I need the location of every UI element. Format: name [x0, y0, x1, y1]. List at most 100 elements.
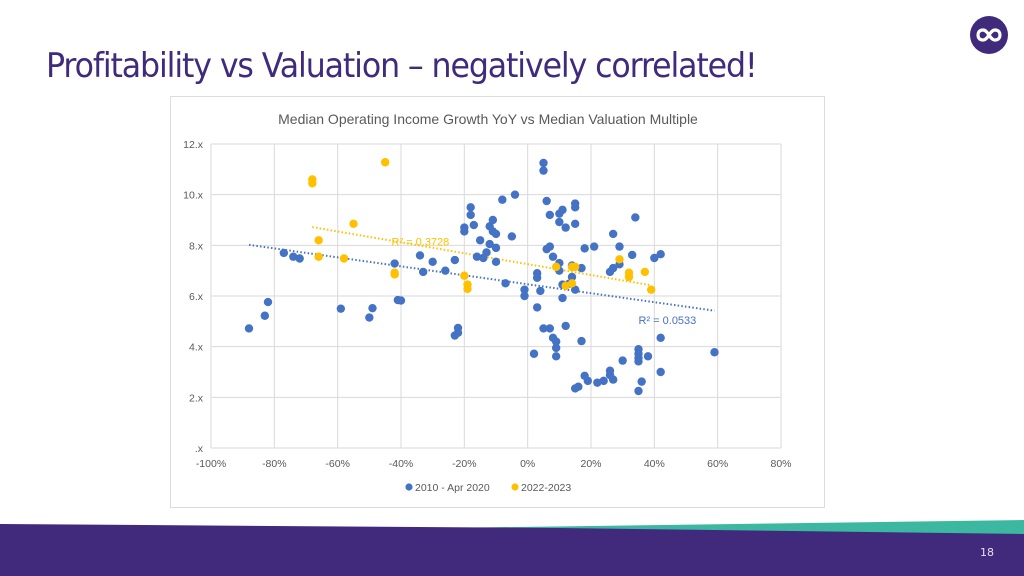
data-point — [390, 259, 399, 268]
data-point — [539, 166, 548, 175]
x-tick-label: -60% — [325, 458, 350, 470]
data-point — [463, 284, 472, 294]
data-point — [643, 352, 653, 361]
data-point — [570, 203, 580, 212]
scatter-chart: Median Operating Income Growth YoY vs Me… — [183, 111, 791, 494]
legend-label: 2010 - Apr 2020 — [415, 482, 490, 494]
data-point — [501, 279, 510, 288]
y-tick-label: 2.x — [189, 392, 204, 404]
data-point — [551, 337, 561, 346]
data-point — [365, 313, 374, 322]
data-point — [593, 378, 602, 387]
data-point — [536, 286, 545, 296]
data-point — [349, 219, 358, 228]
data-point — [634, 386, 643, 396]
data-point — [539, 324, 548, 333]
data-point — [608, 375, 618, 384]
data-point — [510, 190, 520, 199]
data-point — [529, 349, 539, 358]
data-point — [279, 248, 289, 258]
data-point — [460, 223, 469, 232]
data-point — [485, 239, 494, 249]
data-point — [260, 311, 270, 320]
data-point — [491, 243, 501, 253]
data-point — [656, 250, 665, 259]
data-point — [548, 252, 558, 261]
x-tick-label: -20% — [452, 458, 477, 470]
data-point — [710, 348, 719, 357]
chart-title: Median Operating Income Growth YoY vs Me… — [278, 111, 698, 127]
logo — [970, 16, 1008, 54]
data-point — [608, 263, 618, 273]
data-point — [618, 356, 627, 365]
data-point — [498, 195, 507, 204]
x-tick-label: -100% — [196, 458, 226, 470]
data-point — [631, 213, 640, 222]
legend-marker — [511, 483, 519, 491]
x-tick-label: 0% — [520, 458, 535, 470]
y-tick-label: 8.x — [189, 240, 204, 252]
data-point — [656, 333, 665, 342]
y-tick-label: 4.x — [189, 342, 204, 354]
data-point — [441, 266, 450, 275]
data-point — [289, 252, 298, 261]
data-point — [570, 219, 580, 228]
data-point — [539, 158, 548, 168]
data-point — [314, 236, 323, 245]
chart-frame: Median Operating Income Growth YoY vs Me… — [170, 96, 825, 508]
y-tick-label: 6.x — [189, 291, 204, 303]
data-point — [336, 304, 346, 313]
grid — [210, 143, 782, 449]
data-point — [308, 179, 317, 188]
data-point — [263, 297, 273, 307]
data-point — [314, 252, 323, 261]
data-point — [627, 250, 637, 260]
data-point — [650, 253, 659, 263]
slide-title: Profitability vs Valuation – negatively … — [46, 46, 758, 86]
data-point — [551, 343, 561, 353]
data-point — [339, 254, 349, 263]
data-point — [567, 279, 577, 288]
data-point — [460, 271, 469, 280]
data-point — [380, 158, 390, 167]
data-point — [545, 242, 555, 251]
data-point — [558, 293, 567, 303]
data-point — [646, 285, 656, 294]
data-point — [542, 196, 551, 206]
data-point — [450, 255, 460, 265]
data-point — [532, 303, 542, 312]
page-number: 18 — [980, 546, 994, 559]
data-point — [428, 257, 437, 266]
data-point — [482, 248, 491, 257]
data-point — [570, 285, 580, 294]
footer-purple-band — [0, 524, 1024, 576]
legend-marker — [405, 483, 413, 491]
data-point — [624, 272, 634, 282]
legend: 2010 - Apr 2020 2022-2023 — [405, 482, 571, 494]
x-tick-label: -80% — [262, 458, 287, 470]
data-point — [488, 215, 498, 225]
data-point — [472, 252, 482, 261]
data-point — [615, 255, 624, 264]
data-point — [466, 203, 475, 212]
data-point — [577, 263, 586, 273]
data-point — [637, 377, 646, 386]
data-point — [475, 236, 485, 245]
r-squared-label: R² = 0.3728 — [392, 236, 450, 248]
data-points — [244, 158, 719, 396]
data-point — [491, 257, 501, 266]
data-point — [634, 357, 643, 366]
data-point — [561, 223, 570, 232]
data-point — [466, 210, 475, 220]
data-point — [580, 244, 589, 253]
data-point — [507, 232, 517, 241]
data-point — [244, 324, 254, 333]
data-point — [574, 382, 583, 391]
x-tick-label: -40% — [389, 458, 414, 470]
data-point — [570, 262, 580, 272]
data-point — [295, 254, 304, 263]
x-tick-label: 60% — [707, 458, 728, 470]
x-tick-label: 40% — [644, 458, 665, 470]
data-point — [640, 267, 650, 277]
y-tick-label: 12.x — [183, 139, 204, 151]
